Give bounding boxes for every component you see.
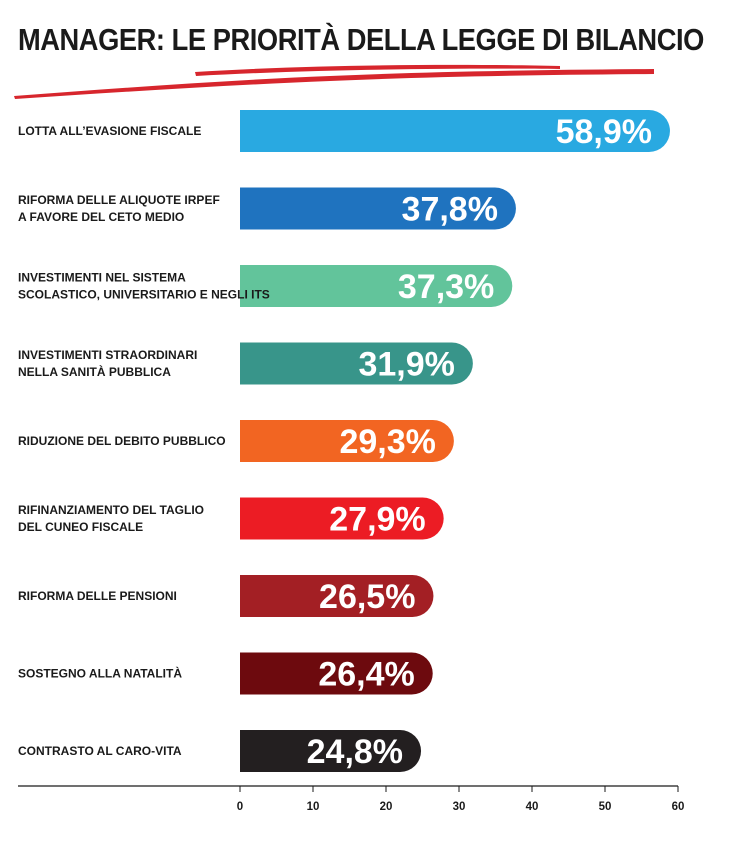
bar-value-label: 26,4% bbox=[318, 656, 414, 694]
category-label: RIFORMA DELLE PENSIONI bbox=[18, 589, 177, 603]
bar-value-label: 29,3% bbox=[339, 423, 435, 461]
x-tick-label: 50 bbox=[599, 801, 612, 813]
x-tick-label: 10 bbox=[307, 801, 320, 813]
bar-value-label: 37,8% bbox=[402, 191, 498, 229]
category-label: CONTRASTO AL CARO-VITA bbox=[18, 744, 182, 758]
bar-value-label: 58,9% bbox=[556, 113, 652, 151]
x-tick-label: 0 bbox=[237, 801, 243, 813]
x-tick-label: 20 bbox=[380, 801, 393, 813]
bar-value-label: 37,3% bbox=[398, 268, 494, 306]
bar-value-label: 26,5% bbox=[319, 578, 415, 616]
bar bbox=[240, 730, 422, 772]
bar-value-label: 24,8% bbox=[307, 733, 403, 771]
category-label: SCOLASTICO, UNIVERSITARIO E NEGLI ITS bbox=[18, 288, 270, 302]
category-label: NELLA SANITÀ PUBBLICA bbox=[18, 364, 171, 379]
x-tick-label: 40 bbox=[526, 801, 539, 813]
bar bbox=[240, 420, 454, 462]
bar bbox=[240, 265, 513, 307]
category-label: INVESTIMENTI STRAORDINARI bbox=[18, 348, 197, 362]
bar bbox=[240, 575, 434, 617]
bar bbox=[240, 652, 433, 695]
category-label: RIFORMA DELLE ALIQUOTE IRPEF bbox=[18, 193, 220, 207]
category-label: A FAVORE DEL CETO MEDIO bbox=[18, 210, 184, 224]
chart-title: MANAGER: LE PRIORITÀ DELLA LEGGE DI BILA… bbox=[18, 22, 704, 57]
category-label: LOTTA ALL’EVASIONE FISCALE bbox=[18, 124, 201, 138]
bar-value-label: 27,9% bbox=[329, 501, 425, 539]
category-label: RIDUZIONE DEL DEBITO PUBBLICO bbox=[18, 434, 226, 448]
category-label: RIFINANZIAMENTO DEL TAGLIO bbox=[18, 503, 204, 517]
category-label: DEL CUNEO FISCALE bbox=[18, 520, 143, 534]
title-underline-brushstroke bbox=[14, 64, 654, 99]
bar bbox=[240, 187, 516, 230]
bar bbox=[240, 497, 444, 540]
bar-value-label: 31,9% bbox=[358, 346, 454, 384]
x-tick-label: 30 bbox=[453, 801, 466, 813]
x-tick-label: 60 bbox=[672, 801, 685, 813]
category-label: INVESTIMENTI NEL SISTEMA bbox=[18, 271, 186, 285]
bar bbox=[240, 342, 473, 385]
category-label: SOSTEGNO ALLA NATALITÀ bbox=[18, 666, 182, 681]
bar bbox=[240, 110, 670, 152]
